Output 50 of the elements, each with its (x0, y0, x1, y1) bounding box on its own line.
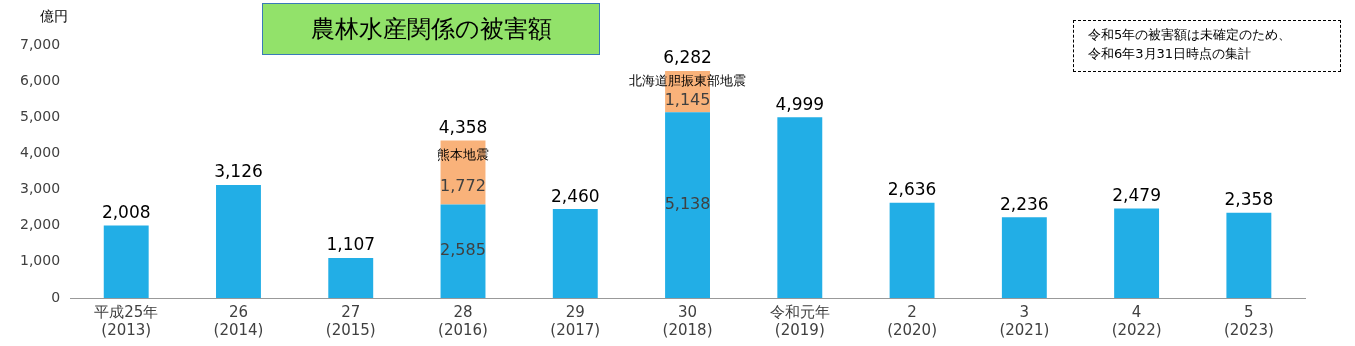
total-label: 2,460 (550, 185, 600, 206)
total-label: 2,479 (1112, 184, 1161, 205)
data-label: 2,585 (440, 240, 486, 260)
total-label: 1,107 (326, 234, 376, 255)
y-axis-title: 億円 (40, 8, 68, 26)
bar (216, 185, 261, 298)
y-tick-label: 1,000 (19, 252, 61, 269)
x-tick-label: 3 (2021) (999, 302, 1050, 339)
title-frame: 農林水産関係の被害額 (262, 3, 600, 55)
x-tick-label: 令和元年 (2019) (769, 302, 830, 339)
total-label: 6,282 (663, 47, 712, 68)
total-label: 2,636 (887, 179, 937, 200)
annotation: 令和5年の被害額は未確定のため、令和6年3月31日時点の集計 (1073, 20, 1341, 72)
bar (552, 209, 598, 298)
x-tick-label: 平成25年 (2013) (94, 302, 159, 339)
annotation: 熊本地震 (437, 146, 490, 162)
data-label: 1,772 (440, 175, 486, 195)
x-tick-label: 30 (2018) (662, 302, 713, 339)
total-label: 4,999 (775, 93, 825, 114)
y-tick-label: 3,000 (19, 180, 61, 197)
y-tick-label: 0 (51, 288, 61, 305)
total-label: 2,358 (1224, 189, 1274, 210)
x-tick-label: 28 (2016) (438, 302, 488, 339)
x-tick-label: 4 (2022) (1111, 302, 1162, 339)
x-tick-label: 29 (2017) (550, 302, 601, 339)
bar (103, 225, 149, 298)
y-tick-label: 6,000 (19, 71, 61, 88)
y-tick-label: 5,000 (19, 107, 61, 124)
bar (1001, 217, 1047, 298)
y-tick-label: 4,000 (19, 144, 61, 161)
bar (777, 117, 823, 298)
total-label: 3,126 (214, 161, 263, 182)
x-tick-label: 27 (2015) (325, 302, 376, 339)
bar (889, 202, 935, 298)
bar (665, 112, 710, 298)
y-tick-label: 2,000 (19, 216, 61, 233)
data-label: 5,138 (664, 194, 711, 214)
x-tick-label: 26 (2014) (213, 302, 264, 339)
bar (440, 204, 486, 298)
data-label: 1,145 (664, 89, 711, 109)
annotation: 北海道胆振東部地震 (629, 72, 747, 88)
x-tick-label: 5 (2023) (1223, 302, 1274, 339)
y-tick-label: 7,000 (19, 35, 61, 52)
total-label: 2,008 (101, 201, 151, 222)
bar (328, 257, 374, 298)
bar (1114, 208, 1160, 298)
bar (1226, 212, 1272, 298)
x-tick-label: 2 (2020) (887, 302, 938, 339)
total-label: 4,358 (438, 116, 488, 137)
total-label: 2,236 (1000, 193, 1049, 214)
